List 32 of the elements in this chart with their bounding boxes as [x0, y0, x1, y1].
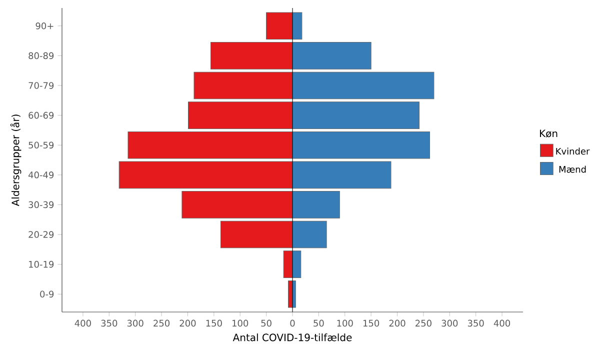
x-tick-label: 300: [127, 320, 144, 327]
y-tick-label: 50-59: [28, 142, 54, 149]
x-tick-label: 100: [232, 320, 248, 327]
legend-title: Køn: [540, 130, 558, 138]
x-tick-label: 350: [468, 320, 484, 327]
x-tick-label: 50: [261, 320, 272, 327]
y-tick-label: 10-19: [29, 260, 54, 268]
x-tick-label: 150: [206, 320, 222, 327]
y-tick-label: 70-79: [28, 82, 54, 89]
x-tick-label: 400: [74, 320, 91, 327]
legend-label: Mænd: [559, 166, 586, 173]
y-tick-label: 30-39: [28, 201, 54, 208]
legend-label: Kvinder: [556, 148, 590, 155]
x-tick-label: 0: [290, 320, 295, 327]
x-axis-title: Antal COVID-19-tilfælde: [232, 333, 352, 342]
y-tick-label: 60-69: [28, 112, 54, 119]
x-tick-label: 200: [180, 320, 196, 327]
y-tick-label: 20-29: [28, 231, 54, 238]
x-tick-label: 200: [389, 320, 406, 327]
x-tick-label: 400: [494, 320, 510, 327]
y-tick-label: 90+: [36, 22, 54, 30]
x-tick-label: 150: [363, 320, 380, 327]
x-tick-label: 250: [416, 320, 432, 327]
y-axis-title: Aldersgrupper (år): [10, 114, 22, 206]
y-tick-label: 0-9: [40, 290, 54, 298]
x-tick-label: 250: [154, 320, 170, 327]
x-tick-label: 350: [101, 320, 118, 327]
y-tick-label: 40-49: [28, 172, 54, 178]
x-tick-label: 100: [337, 320, 353, 327]
x-tick-label: 50: [314, 320, 324, 327]
x-tick-label: 300: [442, 320, 458, 327]
y-tick-label: 80-89: [28, 52, 54, 60]
